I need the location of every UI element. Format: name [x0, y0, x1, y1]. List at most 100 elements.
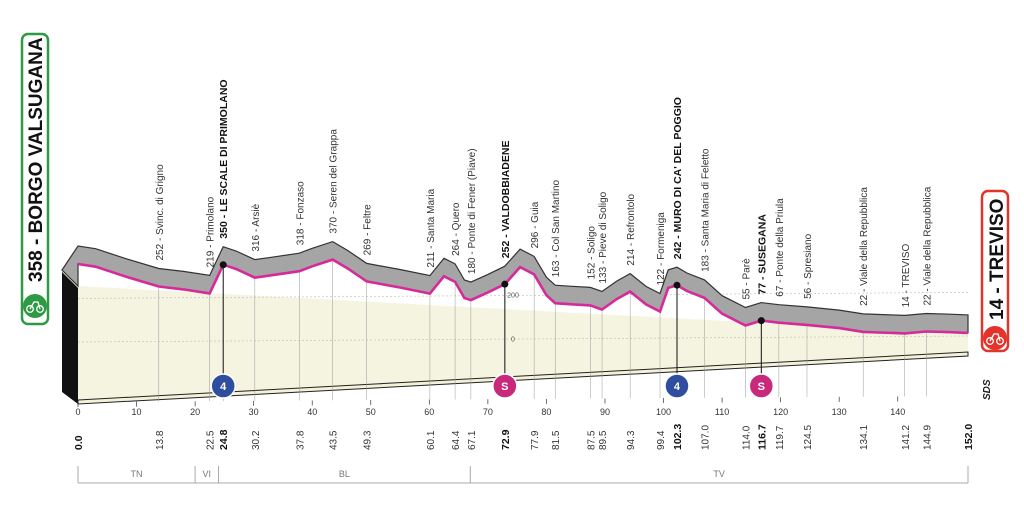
- km-tick-label: 100: [656, 407, 671, 417]
- waypoint-km-label: 13.8: [155, 430, 166, 450]
- waypoint-km-label: 94.3: [626, 430, 637, 450]
- km-tick-label: 90: [600, 407, 610, 417]
- bike-icon: [983, 326, 1007, 350]
- waypoint-label: 219 - Primolano: [206, 196, 217, 267]
- km-tick-label: 130: [832, 407, 847, 417]
- start-box: 358 - BORGO VALSUGANA: [20, 32, 50, 326]
- sprint-badge: [748, 373, 775, 399]
- km-tick-label: 120: [773, 407, 788, 417]
- marker-dot: [673, 281, 681, 289]
- finish-title: 14 - TREVISO: [987, 199, 1008, 320]
- waypoint-km-label: 43.5: [329, 430, 340, 450]
- waypoint-km-label: 22.5: [206, 430, 217, 450]
- waypoint-km-label: 37.8: [295, 430, 306, 450]
- sprint-badge: [492, 373, 518, 399]
- waypoint-km-label: 60.1: [426, 430, 437, 450]
- finish-box: 14 - TREVISO: [980, 189, 1010, 353]
- finish-km-label: 152.0: [963, 424, 975, 450]
- waypoint-label: 242 - MURO DI CA' DEL POGGIO: [672, 97, 684, 259]
- waypoint-label: 14 - TREVISO: [901, 243, 912, 307]
- km-tick-label: 30: [249, 407, 259, 417]
- waypoint-label: 180 - Ponte di Fener (Piave): [467, 148, 478, 274]
- waypoint-km-label: 87.5: [586, 430, 597, 450]
- marker-dot: [757, 317, 765, 325]
- km-tick-label: 140: [890, 407, 905, 417]
- elevation-tick-label: 0: [511, 336, 515, 343]
- waypoint-km-label: 114.0: [742, 425, 753, 450]
- waypoint-label: 183 - Santa Maria di Feletto: [701, 148, 712, 272]
- waypoint-km-label: 116.7: [756, 424, 768, 450]
- ground-top-face: [62, 272, 968, 400]
- waypoint-label: 56 - Spresiano: [803, 233, 814, 298]
- waypoint-km-label: 67.1: [467, 430, 478, 450]
- climb-badge: [210, 373, 236, 399]
- km-tick-label: 110: [715, 407, 729, 417]
- waypoint-km-label: 30.2: [251, 430, 262, 450]
- bike-icon: [23, 294, 47, 318]
- km-tick-label: 0: [75, 407, 80, 417]
- waypoint-label: 296 - Guia: [530, 201, 541, 248]
- waypoint-km-label: 134.1: [859, 425, 870, 450]
- waypoint-km-label: 81.5: [551, 430, 562, 450]
- region-bar: TN VI BL TV: [77, 466, 969, 484]
- waypoint-labels: 252 - Svinc. di Grigno 219 - Primolano 350…: [155, 79, 934, 307]
- waypoint-label: 350 - LE SCALE DI PRIMOLANO: [218, 79, 230, 238]
- waypoint-km-label: 64.4: [451, 430, 462, 450]
- waypoint-label: 211 - Santa Maria: [426, 188, 437, 267]
- marker-badge-label: S: [501, 381, 508, 393]
- waypoint-label: 318 - Fonzaso: [295, 181, 306, 245]
- waypoint-km-label: 141.2: [901, 425, 912, 450]
- waypoint-label: 55 - Parè: [742, 258, 753, 300]
- ground-left-side: [62, 272, 78, 404]
- waypoint-km-label: 77.9: [530, 430, 541, 450]
- waypoint-label: 122 - Formeniga: [656, 212, 667, 286]
- start-title: 358 - BORGO VALSUGANA: [26, 37, 47, 282]
- km-tick-label: 50: [366, 407, 376, 417]
- elevation-gridline: [77, 335, 969, 343]
- region-label: TV: [713, 469, 725, 479]
- waypoint-label: 214 - Refrontolo: [626, 193, 637, 265]
- waypoint-km-label: 119.7: [775, 425, 786, 450]
- waypoint-km-label: 89.5: [598, 430, 609, 450]
- marker-badge-label: 4: [674, 381, 681, 393]
- region-label: TN: [131, 469, 143, 479]
- marker-badge-label: S: [758, 381, 765, 393]
- waypoint-label: 77 - SUSEGANA: [756, 214, 768, 295]
- waypoint-label: 269 - Feltre: [363, 204, 374, 256]
- waypoint-km-labels: 0.0 152.0 13.8 22.5 24.8 30.2 37.8 43.5 49.3 60.1…: [73, 424, 975, 450]
- km-tick-label: 40: [307, 407, 317, 417]
- waypoint-label: 252 - Svinc. di Grigno: [155, 164, 166, 261]
- brand-logo: SDS: [982, 379, 993, 400]
- km-tick-label: 80: [541, 407, 551, 417]
- climb-badge: [664, 373, 690, 399]
- marker-badge-label: 4: [220, 381, 227, 393]
- elevation-gridline: [77, 292, 969, 299]
- waypoint-km-label: 107.0: [701, 425, 712, 450]
- waypoint-km-label: 72.9: [500, 429, 512, 450]
- waypoint-km-label: 102.3: [672, 424, 684, 450]
- km-tick-label: 10: [132, 407, 142, 417]
- waypoint-km-label: 49.3: [363, 430, 374, 450]
- waypoint-km-label: 124.5: [803, 425, 814, 450]
- waypoint-label: 152 - Soligo: [586, 226, 597, 280]
- region-label: VI: [203, 469, 212, 479]
- waypoint-km-label: 24.8: [218, 429, 230, 450]
- waypoint-km-label: 144.9: [922, 425, 933, 450]
- marker-dot: [219, 261, 227, 269]
- km-tick-label: 20: [190, 407, 200, 417]
- waypoint-label: 163 - Col San Martino: [551, 179, 562, 277]
- waypoint-label: 67 - Ponte della Priula: [775, 198, 786, 297]
- waypoint-label: 22 - Viale della Repubblica: [859, 187, 870, 306]
- waypoint-label: 252 - VALDOBBIADENE: [500, 141, 512, 259]
- start-km-label: 0.0: [73, 435, 85, 450]
- waypoint-label: 370 - Seren del Grappa: [329, 129, 340, 234]
- climb-and-sprint-markers: 4 S 4 S: [210, 261, 775, 399]
- km-tick-label: 60: [424, 407, 434, 417]
- region-label: BL: [339, 469, 350, 479]
- waypoint-label: 22 - Viale della Repubblica: [922, 186, 933, 305]
- km-axis: 0 10 20 30 40 50 60 70 80 90 100 110 120 130 140: [75, 396, 905, 417]
- elevation-tick-label: 200: [507, 293, 519, 300]
